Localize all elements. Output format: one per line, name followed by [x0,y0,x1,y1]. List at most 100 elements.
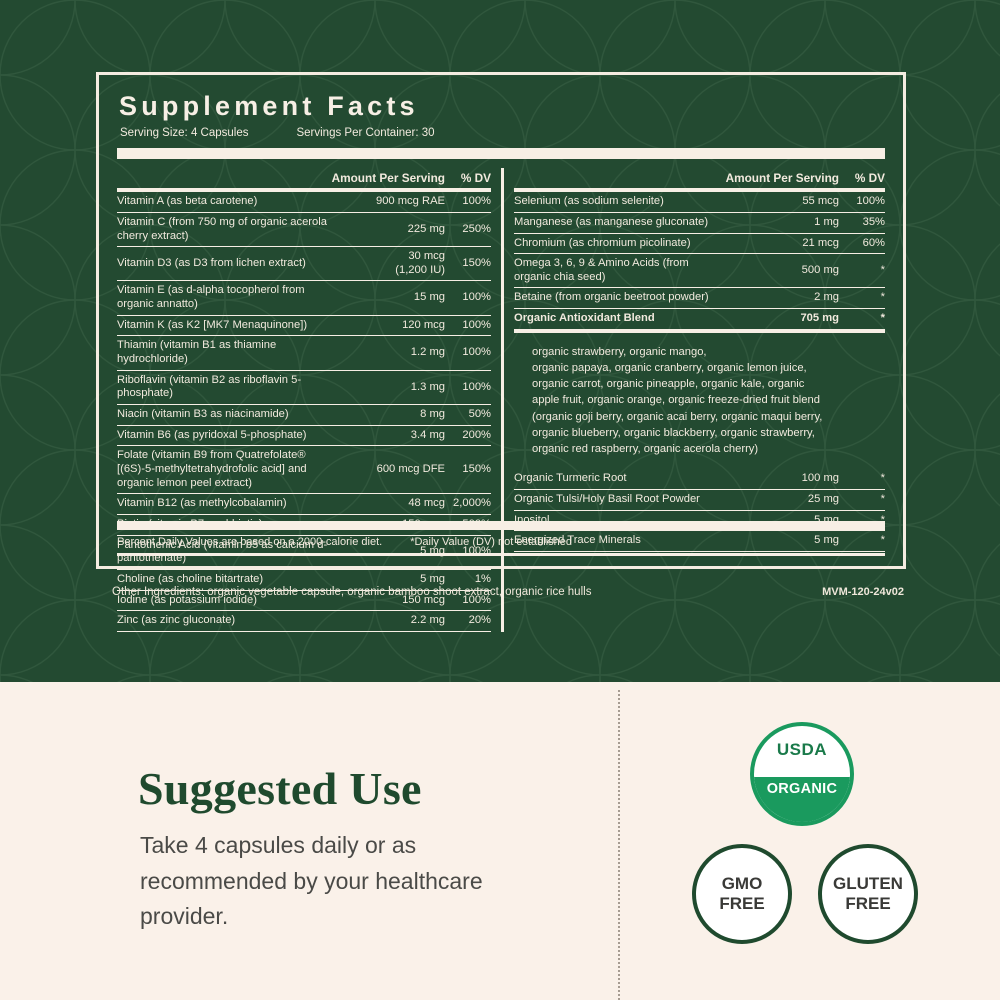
nutrient-name: Betaine (from organic beetroot powder) [514,287,726,310]
footnote-section: Percent Daily Values are based on a 2000… [117,521,885,556]
nutrient-amount: 150 mcg [331,590,445,612]
gluten-badge-line1: GLUTEN [833,873,903,893]
nutrient-dv: 100% [445,280,491,316]
nutrient-rows-right-bottom: Organic Turmeric Root 100 mg * Organic Tuls… [514,469,885,553]
usda-badge-line2: ORGANIC [766,780,838,797]
nutrient-dv: 150% [445,246,491,282]
nutrient-dv: 60% [839,233,885,255]
nutrient-amount: 2.2 mg [331,610,445,632]
nutrient-dv: 50% [445,404,491,426]
table-header-row: Amount Per Serving % DV [514,167,885,193]
nutrient-dv: * [839,489,885,511]
certification-badges: USDA ORGANIC GMO FREE GLUTEN FREE [686,722,946,972]
nutrient-amount: 21 mcg [725,233,839,255]
nutrient-amount: 5 mg [747,530,839,553]
suggested-use-body: Take 4 capsules daily or as recommended … [140,832,483,930]
nutrient-row: Chromium (as chromium picolinate) 21 mcg 6… [514,233,885,255]
nutrient-amount: 25 mg [747,489,839,511]
nutrient-row: Iodine (as potassium iodide) 150 mcg 100% [117,590,491,612]
vertical-dotted-divider [618,690,620,1000]
nutrient-dv: * [839,469,885,491]
nutrient-amount: 5 mg [331,535,445,570]
nutrient-dv: * [839,253,885,289]
nutrient-name: Vitamin B6 (as pyridoxal 5-phosphate) [117,425,332,447]
table-header-row: Amount Per Serving % DV [117,167,491,193]
nutrient-dv: 20% [445,610,491,632]
nutrient-name: Vitamin E (as d-alpha tocopherol from or… [117,280,332,316]
nutrient-amount: 30 mcg (1,200 IU) [331,246,445,282]
nutrient-rows-right: Selenium (as sodium selenite) 55 mcg 100% M… [514,190,885,310]
header-dv: % DV [839,167,885,193]
gluten-badge-line2: FREE [845,894,891,913]
facts-columns: Amount Per Serving % DV Vitamin A (as be… [117,167,885,632]
nutrient-row: Riboflavin (vitamin B2 as riboflavin 5-p… [117,370,491,406]
servings-per-container: Servings Per Container: 30 [296,127,435,139]
nutrient-row: Organic Tulsi/Holy Basil Root Powder 25 m… [514,489,885,511]
nutrient-table-right-bottom: Organic Turmeric Root 100 mg * Organic Tuls… [514,469,885,553]
nutrient-name: Manganese (as manganese gluconate) [514,212,726,234]
nutrient-dv: 100% [445,335,491,371]
nutrient-amount: 120 mcg [331,315,445,337]
nutrient-name: Vitamin K (as K2 [MK7 Menaquinone]) [117,315,332,337]
nutrient-amount: 3.4 mg [331,425,445,447]
nutrient-amount: 600 mcg DFE [331,445,445,495]
gmo-badge-line2: FREE [719,894,765,913]
nutrient-row: Omega 3, 6, 9 & Amino Acids (from organi… [514,253,885,289]
nutrient-amount: 15 mg [331,280,445,316]
nutrient-dv: 100% [445,315,491,337]
nutrient-table-right: Amount Per Serving % DV Selenium (as sod… [514,167,885,333]
nutrient-name: Organic Tulsi/Holy Basil Root Powder [514,489,747,511]
nutrient-dv: 150% [445,445,491,495]
blend-ingredient-line: organic red raspberry, organic acerola c… [532,443,759,456]
nutrient-amount: 100 mg [747,469,839,491]
suggested-use-title: Suggested Use [138,763,422,814]
nutrient-rows-left: Vitamin A (as beta carotene) 900 mcg RAE 1… [117,190,491,632]
nutrient-row: Thiamin (vitamin B1 as thiamine hydrochl… [117,335,491,371]
nutrient-name: Pantothenic Acid (vitamin b5 as calcium … [117,535,332,570]
nutrient-dv: * [839,287,885,310]
facts-column-left: Amount Per Serving % DV Vitamin A (as be… [117,167,501,632]
nutrient-row: Organic Turmeric Root 100 mg * [514,469,885,491]
nutrient-amount: 48 mcg [331,493,445,515]
nutrient-amount: 8 mg [331,404,445,426]
nutrient-dv: 100% [445,370,491,406]
blend-name: Organic Antioxidant Blend [514,308,726,333]
nutrient-dv: 200% [445,425,491,447]
nutrient-name: Energized Trace Minerals [514,530,747,553]
nutrient-name: Thiamin (vitamin B1 as thiamine hydrochl… [117,335,332,371]
nutrient-amount: 2 mg [725,287,839,310]
nutrient-amount: 1.2 mg [331,335,445,371]
usda-organic-badge-icon: USDA ORGANIC [750,722,854,826]
nutrient-amount: 900 mcg RAE [331,190,445,213]
nutrient-row: Betaine (from organic beetroot powder) 2 … [514,287,885,310]
other-ingredients: Other Ingredients: organic vegetable cap… [112,586,592,598]
nutrient-row: Zinc (as zinc gluconate) 2.2 mg 20% [117,610,491,632]
nutrient-row: Selenium (as sodium selenite) 55 mcg 100% [514,190,885,213]
header-dv: % DV [445,167,491,193]
nutrient-name: Vitamin A (as beta carotene) [117,190,332,213]
nutrient-amount: 500 mg [725,253,839,289]
facts-column-right: Amount Per Serving % DV Selenium (as sod… [501,167,885,632]
nutrient-name: Choline (as choline bitartrate) [117,569,332,591]
nutrient-row: Vitamin B6 (as pyridoxal 5-phosphate) 3.4… [117,425,491,447]
footnote-dv-not-established: *Daily Value (DV) not established [410,536,573,548]
nutrient-amount: 1.3 mg [331,370,445,406]
nutrient-name: Folate (vitamin B9 from Quatrefolate® [(… [117,445,332,495]
nutrient-row: Manganese (as manganese gluconate) 1 mg 35… [514,212,885,234]
header-amount: Amount Per Serving [331,167,445,193]
blend-ingredient-line: apple fruit, organic orange, organic fre… [532,394,820,407]
header-blank [514,167,726,193]
nutrient-row: Vitamin K (as K2 [MK7 Menaquinone]) 120 m… [117,315,491,337]
nutrient-amount: 1 mg [725,212,839,234]
nutrient-dv: 1% [445,569,491,591]
nutrient-name: Chromium (as chromium picolinate) [514,233,726,255]
supplement-facts-title: Supplement Facts [119,91,419,121]
nutrient-dv: 2,000% [445,493,491,515]
nutrient-amount: 225 mg [331,212,445,248]
nutrient-dv: 100% [839,190,885,213]
nutrient-name: Zinc (as zinc gluconate) [117,610,332,632]
nutrient-row: Energized Trace Minerals 5 mg * [514,530,885,553]
nutrient-amount: 5 mg [331,569,445,591]
blend-ingredient-line: organic carrot, organic pineapple, organ… [532,378,805,391]
